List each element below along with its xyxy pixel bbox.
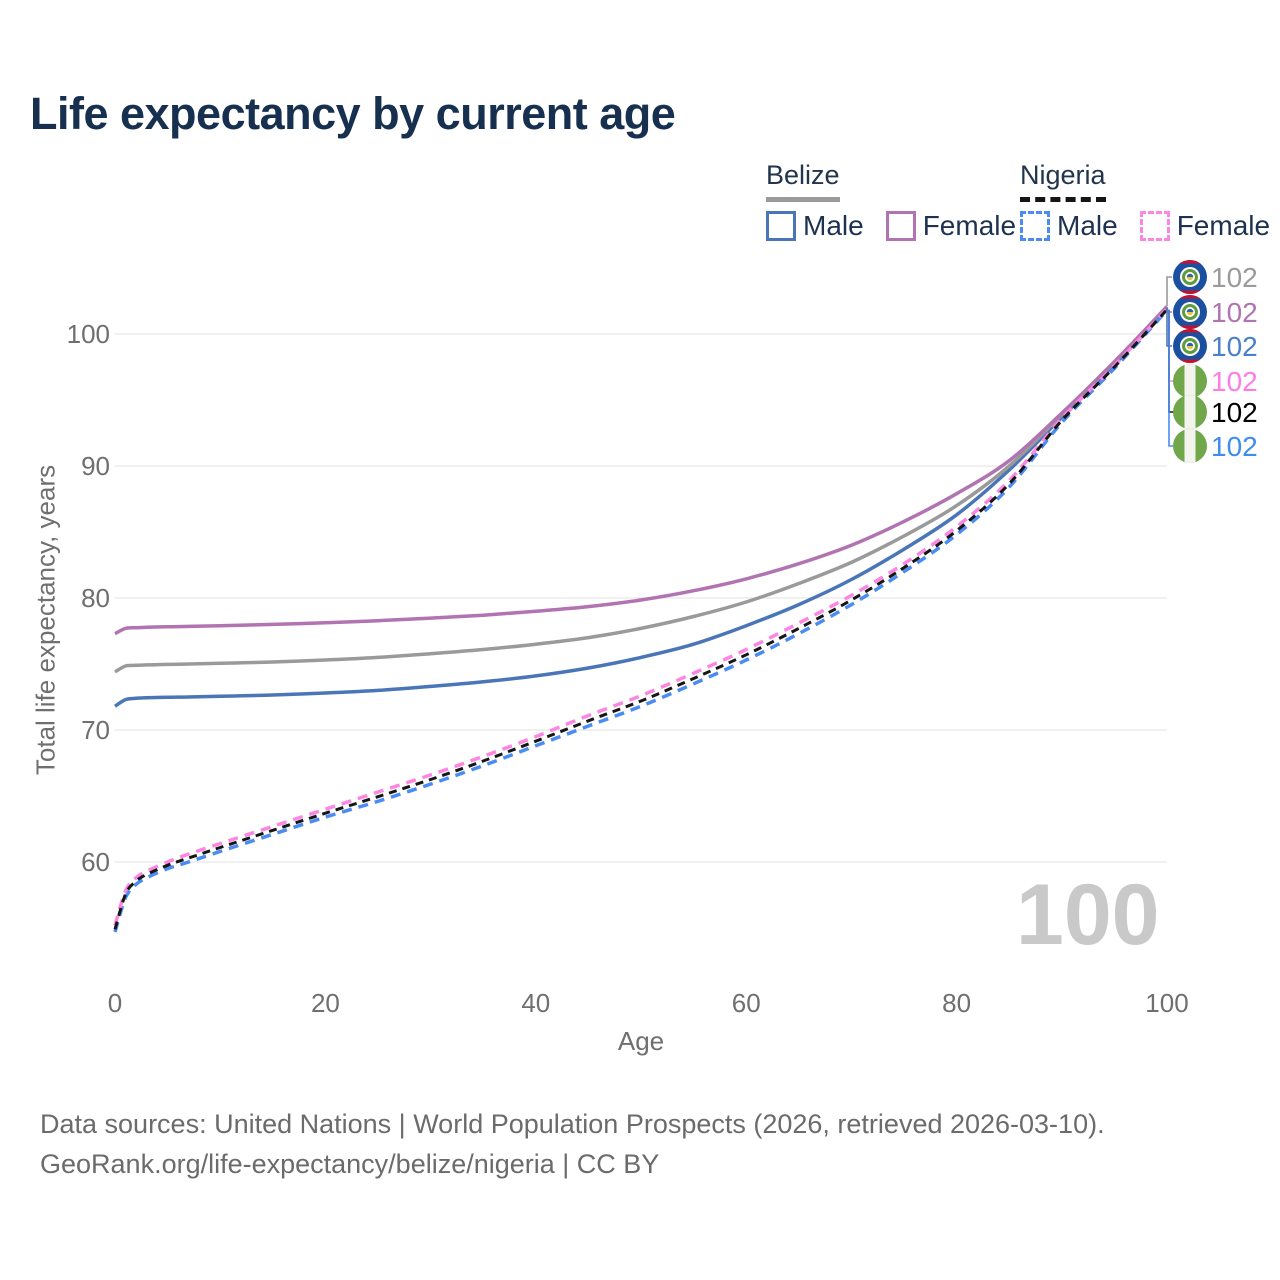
x-tick-label-20: 20 [311,988,340,1018]
y-tick-label-80: 80 [81,583,110,613]
age-hover-watermark: 100 [1016,867,1160,963]
legend-item-belize-female[interactable]: Female [885,210,1017,242]
legend-group-nigeria: Nigeria Male Female [1020,160,1270,242]
page-title: Life expectancy by current age [30,88,676,139]
end-label-value-belize-both-sexes: 102 [1211,262,1258,293]
legend-item-nigeria-female[interactable]: Female [1139,210,1271,242]
series-line-nigeria-male[interactable] [113,309,1169,933]
y-tick-label-70: 70 [81,715,110,745]
x-tick-label-40: 40 [521,988,550,1018]
legend-swatch-belize-male[interactable] [766,211,796,241]
legend-country-belize[interactable]: Belize [766,160,840,202]
x-tick-label-0: 0 [108,988,122,1018]
legend-group-belize: Belize Male Female [766,160,1016,242]
y-tick-label-100: 100 [67,319,110,349]
legend: Belize Male Female Nigeria Male Female [0,160,1280,250]
nigeria-flag-icon [1173,429,1207,463]
x-tick-label-80: 80 [942,988,971,1018]
end-label-value-belize-male: 102 [1211,331,1258,362]
end-label-value-nigeria-male: 102 [1211,431,1258,462]
legend-label-belize-female: Female [922,210,1017,241]
legend-label-belize-male: Male [803,210,864,241]
legend-swatch-belize-female[interactable] [885,211,916,241]
belize-flag-icon [1173,295,1207,329]
y-axis-title: Total life expectancy, years [30,464,61,776]
end-label-value-nigeria-female: 102 [1211,366,1258,397]
x-tick-label-60: 60 [732,988,761,1018]
y-tick-label-60: 60 [81,847,110,877]
legend-item-belize-male[interactable]: Male [766,210,864,242]
series-line-nigeria-both[interactable] [113,308,1169,930]
belize-flag-icon [1173,260,1207,294]
footer: Data sources: United Nations | World Pop… [40,1104,1105,1184]
end-label-leader-2 [1166,308,1172,347]
series-line-nigeria-female[interactable] [113,307,1169,926]
legend-label-nigeria-female: Female [1176,210,1271,241]
belize-flag-icon [1173,329,1207,363]
legend-label-nigeria-male: Male [1057,210,1118,241]
end-label-leader-0 [1166,276,1172,306]
footer-link-line: GeoRank.org/life-expectancy/belize/niger… [40,1149,660,1179]
series-line-belize-both[interactable] [114,305,1169,674]
end-label-value-nigeria-both-sexes: 102 [1211,397,1258,428]
series-line-belize-female[interactable] [114,305,1169,636]
footer-sources-line: Data sources: United Nations | World Pop… [40,1109,1105,1139]
nigeria-flag-icon [1173,395,1207,429]
legend-swatch-nigeria-male[interactable] [1020,211,1050,241]
legend-item-nigeria-male[interactable]: Male [1020,210,1118,242]
end-label-value-belize-female: 102 [1211,297,1258,328]
legend-swatch-nigeria-female[interactable] [1139,211,1170,241]
y-tick-label-90: 90 [81,451,110,481]
x-tick-label-100: 100 [1145,988,1188,1018]
series-line-belize-male[interactable] [114,306,1169,708]
legend-country-nigeria[interactable]: Nigeria [1020,160,1106,202]
x-axis-title: Age [617,1026,665,1056]
end-label-leader-5 [1168,310,1174,447]
nigeria-flag-icon [1173,364,1207,398]
